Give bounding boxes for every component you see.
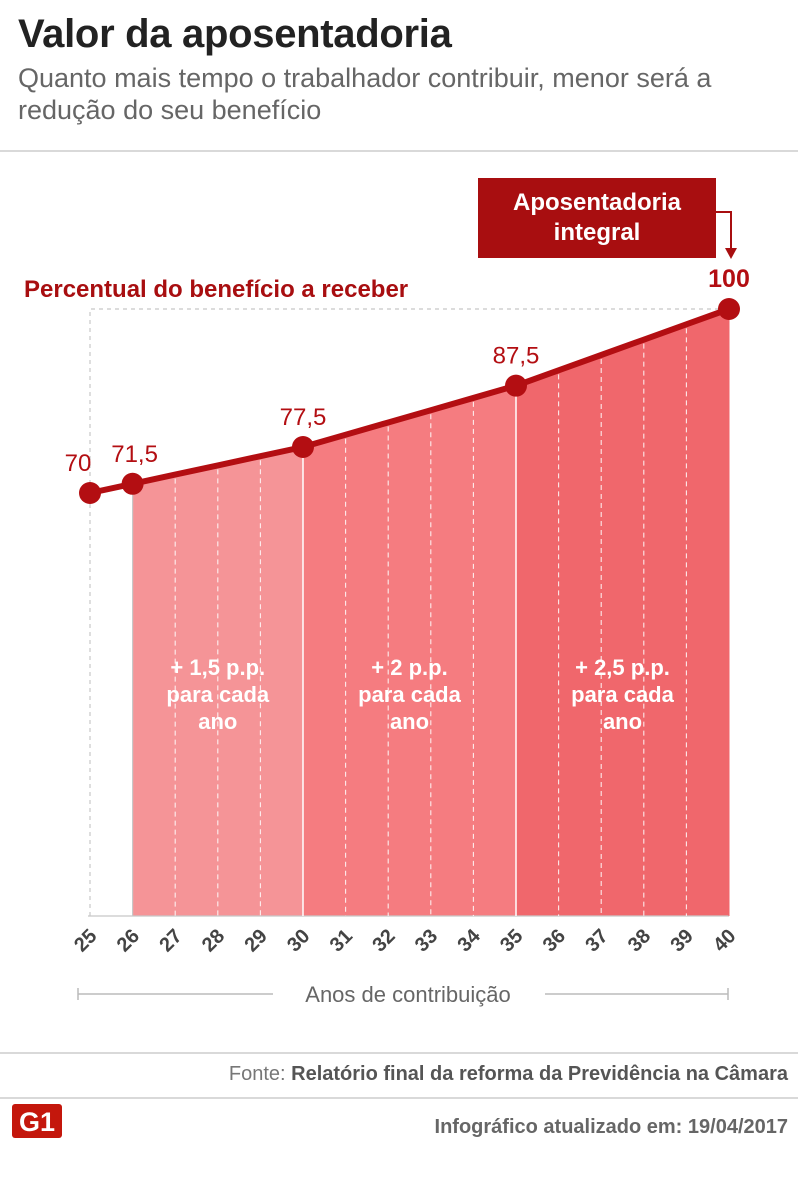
callout-text: Aposentadoria integral [513, 189, 682, 246]
data-label-30: 77,5 [280, 404, 327, 431]
x-tick-label: 38 [624, 925, 655, 956]
footer-divider [0, 1052, 798, 1054]
x-tick-label: 32 [368, 925, 399, 956]
data-point-25 [79, 482, 101, 504]
reference-frame [89, 308, 729, 916]
band-labels: + 1,5 p.p. para cada ano+ 2 p.p. para cada a… [166, 655, 674, 734]
x-tick-label: 35 [496, 925, 527, 956]
callout-arrow-head [725, 248, 737, 259]
data-label-26: 71,5 [111, 441, 158, 468]
data-label-25: 70 [65, 450, 92, 477]
band-label-line: ano [198, 709, 237, 734]
benefit-line [87, 306, 732, 496]
x-tick-label: 25 [70, 925, 101, 956]
grid-lines [88, 308, 730, 917]
x-tick-label: 33 [411, 925, 442, 956]
x-tick-label: 27 [155, 925, 186, 956]
band-label-line: para cada [571, 682, 674, 707]
x-tick-label: 37 [581, 925, 612, 956]
band-label-line: para cada [166, 682, 269, 707]
data-point-26 [121, 472, 144, 495]
x-tick-label: 40 [709, 925, 740, 956]
band-label-3: + 2,5 p.p. para cada ano [571, 655, 674, 734]
data-label-40: 100 [708, 265, 750, 293]
callout: Aposentadoria integral [478, 178, 737, 259]
x-axis-title: Anos de contribuição [77, 982, 729, 1007]
source-note: Fonte: Relatório final da reforma da Pre… [229, 1063, 788, 1086]
footer-divider-2 [0, 1097, 798, 1099]
x-tick-label: 31 [326, 925, 357, 956]
page-title: Valor da aposentadoria [18, 12, 452, 56]
x-tick-label: 29 [241, 925, 272, 956]
data-label-35: 87,5 [493, 343, 540, 370]
x-tick-labels: 25 26 27 28 29 30 31 32 33 34 35 36 37 38 39 40 [70, 924, 740, 956]
page-subtitle: Quanto mais tempo o trabalhador contribu… [18, 63, 712, 125]
band-label-line: + 1,5 p.p. [170, 655, 265, 680]
g1-logo: G1 [12, 1104, 62, 1138]
x-axis-label: Anos de contribuição [305, 982, 510, 1007]
chart-title: Percentual do benefício a receber [24, 276, 408, 303]
band-label-line: + 2,5 p.p. [575, 655, 670, 680]
data-point-30 [292, 436, 314, 458]
band-label-line: ano [390, 709, 429, 734]
band-label-2: + 2 p.p. para cada ano [358, 655, 461, 734]
band-label-line: para cada [358, 682, 461, 707]
x-tick-label: 36 [539, 925, 570, 956]
x-tick-label: 26 [113, 925, 144, 956]
data-point-40 [718, 298, 740, 320]
x-tick-label: 30 [283, 925, 314, 956]
data-labels: 70 71,5 77,5 87,5 100 [65, 265, 750, 477]
band-label-line: + 2 p.p. [371, 655, 447, 680]
band-label-line: ano [603, 709, 642, 734]
band-area-3 [516, 309, 729, 916]
callout-line: Aposentadoria [513, 189, 682, 216]
update-date: Infográfico atualizado em: 19/04/2017 [434, 1116, 788, 1138]
series-line [87, 306, 732, 496]
data-points [79, 298, 740, 504]
x-tick-label: 34 [454, 924, 486, 956]
callout-arrow-line [716, 211, 732, 250]
source-text: Relatório final da reforma da Previdênci… [291, 1063, 788, 1085]
data-point-35 [505, 374, 527, 397]
source-label: Fonte: [228, 1063, 286, 1085]
callout-line: integral [554, 219, 641, 246]
band-label-1: + 1,5 p.p. para cada ano [166, 655, 269, 734]
header-divider [0, 150, 798, 152]
x-tick-label: 39 [667, 925, 698, 956]
g1-logo-text: G1 [19, 1107, 55, 1137]
callout-box [478, 178, 716, 258]
band-area-2 [303, 385, 516, 917]
x-tick-label: 28 [198, 925, 229, 956]
